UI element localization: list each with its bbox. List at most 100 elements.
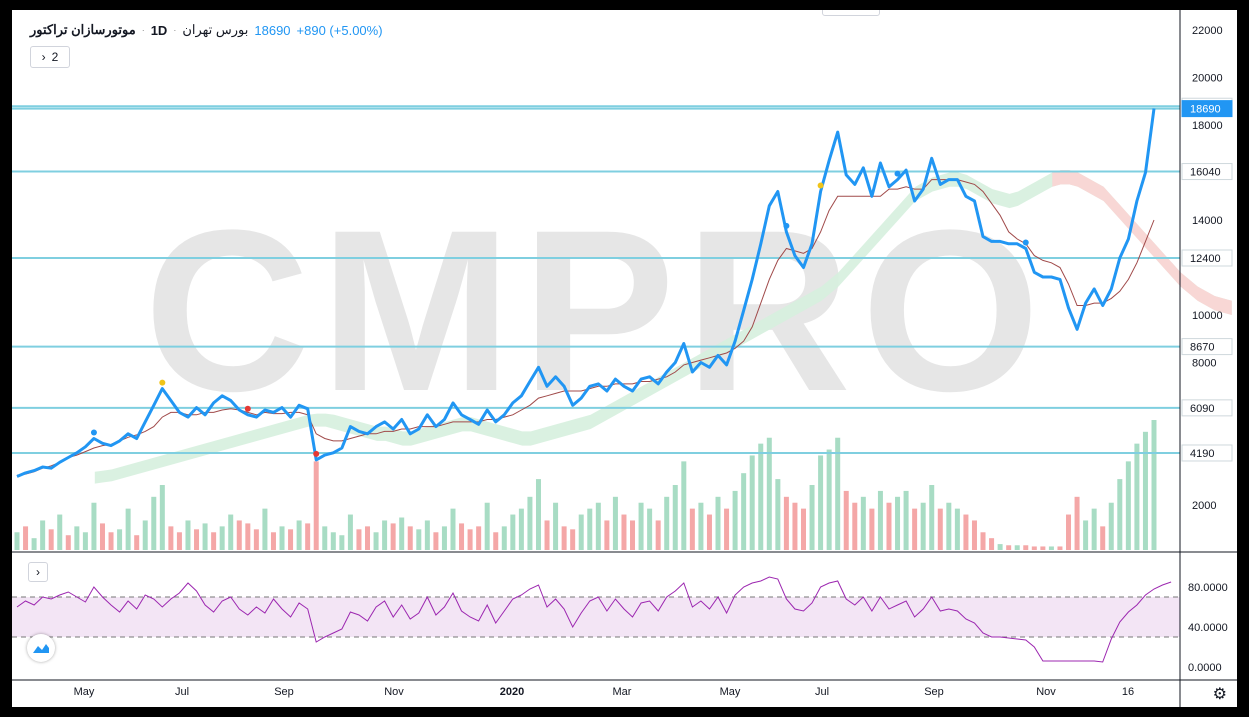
time-tick-label: May: [74, 686, 95, 698]
volume-bar: [527, 496, 533, 550]
legend-last-price: 18690: [254, 22, 291, 38]
rsi-tick-label: 80.0000: [1188, 582, 1228, 594]
level-label: 16040: [1190, 167, 1221, 179]
volume-bar: [476, 526, 482, 550]
volume-bar: [775, 479, 781, 550]
volume-bar: [57, 514, 63, 550]
volume-bar: [843, 490, 849, 550]
rsi-collapse-button[interactable]: ›: [28, 562, 48, 582]
volume-bar: [168, 526, 174, 550]
gear-icon[interactable]: ⚙: [1212, 686, 1227, 703]
signal-marker: [313, 450, 320, 457]
volume-bar: [1083, 520, 1089, 550]
volume-bar: [647, 508, 653, 550]
volume-bar: [176, 532, 182, 550]
volume-bar: [382, 520, 388, 550]
volume-bar: [1006, 545, 1012, 550]
volume-bar: [1057, 546, 1063, 550]
volume-bar: [792, 502, 798, 550]
volume-bar: [954, 508, 960, 550]
signal-marker: [783, 222, 790, 229]
volume-bar: [185, 520, 191, 550]
tradingview-logo-icon[interactable]: [27, 634, 55, 662]
volume-bar: [313, 461, 319, 550]
volume-bar: [672, 485, 678, 550]
volume-bar: [1117, 479, 1123, 550]
price-tick-label: 20000: [1192, 73, 1223, 85]
time-tick-label: 16: [1122, 686, 1134, 698]
level-label-box: [1181, 100, 1233, 118]
volume-bar: [766, 437, 772, 550]
volume-bar: [194, 529, 200, 550]
volume-bar: [501, 526, 507, 550]
legend-timeframe[interactable]: 1D: [150, 22, 168, 38]
rsi-pane: [12, 576, 1180, 663]
price-series[interactable]: [16, 108, 1156, 478]
legend-change: +890 (+5.00%): [296, 22, 383, 38]
volume-bar: [1125, 461, 1131, 550]
volume-bar: [228, 514, 234, 550]
volume-bar: [989, 538, 995, 550]
volume-bar: [963, 514, 969, 550]
volume-bar: [783, 496, 789, 550]
top-handle[interactable]: [822, 10, 880, 16]
volume-bar: [664, 496, 670, 550]
level-label-box: [1181, 399, 1233, 417]
volume-bar: [65, 535, 71, 550]
volume-bar: [108, 532, 114, 550]
rsi-line: [16, 576, 1172, 663]
indicator-count: 2: [51, 50, 59, 64]
volume-bar: [262, 508, 268, 550]
volume-bar: [1142, 431, 1148, 550]
volume-bar: [40, 520, 46, 550]
volume-bar: [510, 514, 516, 550]
volume-bar: [869, 508, 875, 550]
volume-bar: [715, 496, 721, 550]
volume-bar: [365, 526, 371, 550]
indicators-collapse-button[interactable]: › 2: [30, 46, 70, 68]
volume-bar: [860, 496, 866, 550]
volume-bar: [14, 532, 20, 550]
chevron-right-icon: ›: [41, 50, 46, 64]
volume-bar: [612, 496, 618, 550]
volume-bar: [877, 490, 883, 550]
volume-bar: [544, 520, 550, 550]
rsi-tick-label: 40.0000: [1188, 622, 1228, 634]
volume-bar: [826, 449, 832, 550]
level-label-box: [1181, 163, 1233, 181]
volume-bar: [339, 535, 345, 550]
volume-bar: [946, 502, 952, 550]
rsi-band: [12, 597, 1180, 637]
volume-bar: [450, 508, 456, 550]
volume-bar: [459, 523, 465, 550]
chart-canvas[interactable]: CMPRO 2200020000180001400010000800020001…: [12, 10, 1237, 707]
volume-bar: [31, 538, 37, 550]
time-tick-label: Jul: [175, 686, 189, 698]
volume-bar: [553, 502, 559, 550]
price-tick-label: 8000: [1192, 358, 1216, 370]
signal-marker: [817, 182, 824, 189]
level-label: 4190: [1190, 448, 1214, 460]
volume-bar: [578, 514, 584, 550]
volume-bar: [1134, 443, 1140, 550]
volume-bar: [1091, 508, 1097, 550]
volume-bar: [980, 532, 986, 550]
volume-bar: [724, 508, 730, 550]
volume-bar: [91, 502, 97, 550]
watermark-text: CMPRO: [144, 182, 1050, 439]
horizontal-lines[interactable]: [12, 105, 1180, 454]
volume-bar: [159, 485, 165, 550]
volume-bar: [912, 508, 918, 550]
volume-bar: [886, 502, 892, 550]
time-tick-label: Mar: [613, 686, 632, 698]
volume-bar: [997, 544, 1003, 550]
volume-bar: [1048, 546, 1054, 550]
volume-bar: [749, 455, 755, 550]
time-tick-label: Jul: [815, 686, 829, 698]
volume-bar: [1151, 420, 1157, 550]
signal-marker: [159, 379, 166, 386]
volume-bar: [895, 496, 901, 550]
volume-bar: [689, 508, 695, 550]
signal-marker: [894, 170, 901, 177]
legend-symbol: موتورسازان تراکتور: [30, 22, 136, 37]
